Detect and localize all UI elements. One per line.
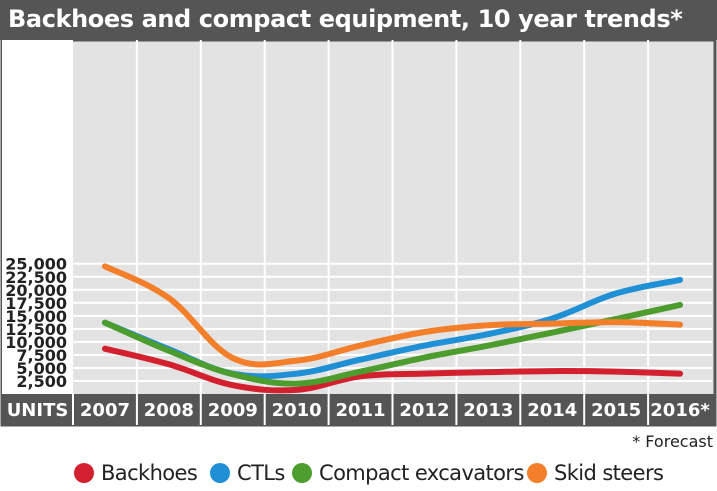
chart-title-bar: Backhoes and compact equipment, 10 year … bbox=[0, 0, 717, 40]
y-tick-label: 15,000 bbox=[5, 307, 67, 326]
series-line-backhoes bbox=[101, 345, 684, 394]
y-tick-label: 20,000 bbox=[5, 281, 67, 300]
legend-label: CTLs bbox=[237, 461, 285, 485]
x-tick-label: 2012 bbox=[399, 400, 449, 421]
legend-swatch bbox=[292, 463, 312, 483]
y-tick-label: 25,000 bbox=[5, 255, 67, 274]
x-tick-label: 2016* bbox=[650, 400, 710, 421]
y-tick-label: 22,500 bbox=[5, 268, 67, 287]
series-line-compact-excavators bbox=[101, 301, 684, 387]
x-tick-label: 2011 bbox=[335, 400, 385, 421]
y-tick-label: 2,500 bbox=[16, 372, 67, 391]
legend-item: Backhoes bbox=[74, 458, 198, 488]
x-tick-label: 2013 bbox=[463, 400, 513, 421]
legend-item: Compact excavators bbox=[292, 458, 524, 488]
legend-label: Backhoes bbox=[101, 461, 198, 485]
x-tick-label: 2009 bbox=[208, 400, 258, 421]
line-chart: 2,5005,0007,50010,00012,50015,00017,5002… bbox=[0, 40, 717, 427]
x-tick-label: 2008 bbox=[144, 400, 194, 421]
x-tick-label: 2014 bbox=[527, 400, 577, 421]
chart-title: Backhoes and compact equipment, 10 year … bbox=[8, 5, 683, 33]
y-axis-panel bbox=[2, 40, 73, 394]
forecast-footnote: * Forecast bbox=[632, 432, 713, 451]
legend-label: Compact excavators bbox=[319, 461, 524, 485]
x-tick-label: 2015 bbox=[591, 400, 641, 421]
x-axis-band bbox=[2, 394, 715, 425]
x-axis-title: UNITS bbox=[7, 400, 69, 421]
y-tick-label: 5,000 bbox=[16, 359, 67, 378]
legend-swatch bbox=[210, 463, 230, 483]
legend-item: CTLs bbox=[210, 458, 285, 488]
x-tick-label: 2010 bbox=[272, 400, 322, 421]
legend-item: Skid steers bbox=[527, 458, 664, 488]
y-tick-label: 7,500 bbox=[16, 346, 67, 365]
chart-legend: Backhoes CTLs Compact excavators Skid steer… bbox=[0, 458, 717, 488]
legend-swatch bbox=[527, 463, 547, 483]
legend-swatch bbox=[74, 463, 94, 483]
x-tick-label: 2007 bbox=[80, 400, 130, 421]
series-line-skid-steers bbox=[101, 263, 684, 368]
y-tick-label: 17,500 bbox=[5, 294, 67, 313]
y-tick-label: 10,000 bbox=[5, 333, 67, 352]
y-tick-label: 12,500 bbox=[5, 320, 67, 339]
legend-label: Skid steers bbox=[554, 461, 664, 485]
